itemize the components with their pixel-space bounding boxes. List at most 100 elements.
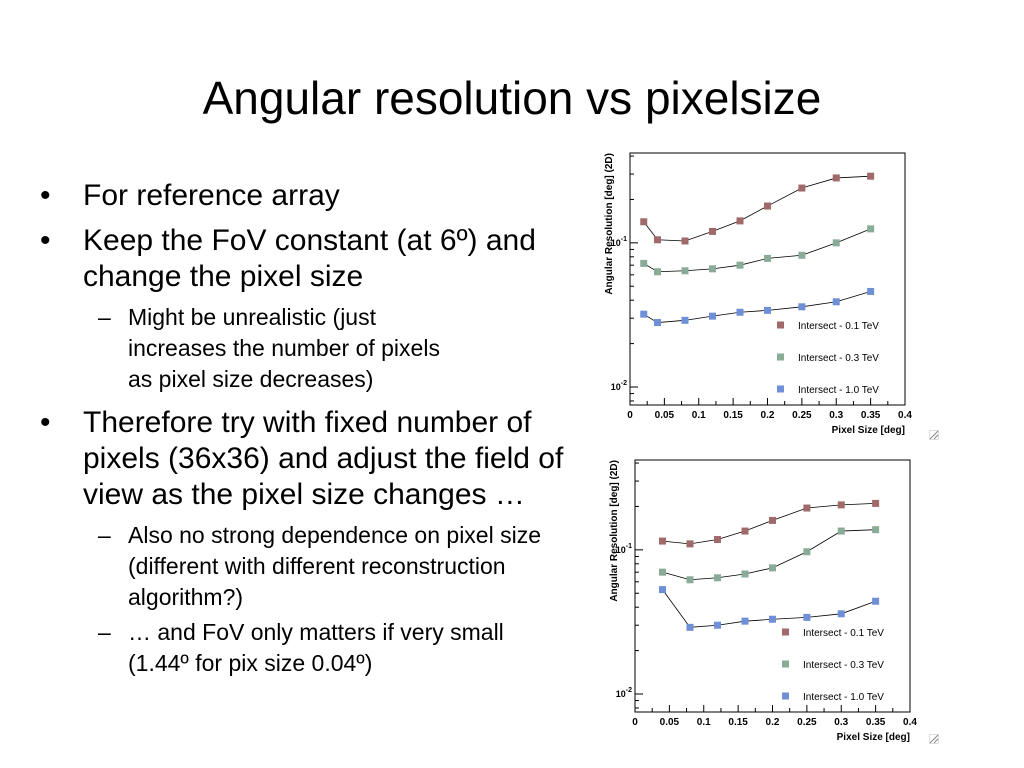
- data-point: [681, 237, 689, 245]
- bullet-marker: •: [40, 179, 51, 212]
- x-tick-label: 0.4: [903, 717, 917, 728]
- legend-marker: [782, 692, 789, 700]
- data-point: [659, 586, 666, 594]
- sub-bullet-item: – Might be unrealistic (just increases t…: [40, 302, 448, 395]
- data-point: [867, 225, 875, 233]
- legend-label: Intersect - 0.3 TeV: [803, 660, 884, 671]
- legend-label: Intersect - 1.0 TeV: [798, 385, 879, 396]
- x-tick-label: 0.3: [829, 410, 843, 421]
- plot-frame: [629, 152, 906, 406]
- sub-bullet-marker: –: [98, 619, 111, 645]
- data-point: [741, 570, 749, 578]
- x-tick-label: 0.25: [797, 717, 817, 728]
- data-point: [798, 251, 806, 259]
- legend-label: Intersect - 0.1 TeV: [803, 628, 884, 639]
- x-axis-title: Pixel Size [deg]: [837, 732, 910, 743]
- x-tick-label: 0.05: [655, 410, 675, 421]
- x-tick-label: 0.1: [697, 717, 711, 728]
- data-point: [640, 310, 648, 318]
- data-point: [837, 527, 845, 535]
- x-tick-label: 0.35: [866, 717, 886, 728]
- angular-resolution-chart-2: 0 0.05 0.1 0.15 0.2 0.25 0.3 0.35 0.410-110-2Pix…: [609, 459, 917, 743]
- data-point: [741, 617, 749, 625]
- data-point: [832, 239, 840, 247]
- sub-bullet-marker: –: [98, 304, 111, 330]
- y-axis-title: Angular Resolution [deg] (2D): [609, 460, 620, 602]
- data-point: [798, 184, 806, 192]
- bullet-list: • For reference array • Keep the FoV con…: [40, 178, 570, 689]
- y-tick-label: 10-2: [611, 380, 627, 392]
- data-point: [867, 287, 875, 295]
- legend-label: Intersect - 0.3 TeV: [798, 353, 879, 364]
- data-point: [686, 623, 694, 631]
- legend-marker: [777, 385, 784, 393]
- bullet-item: • Therefore try with fixed number of pix…: [40, 405, 570, 513]
- data-point: [640, 259, 648, 267]
- data-point: [769, 564, 776, 572]
- x-tick-label: 0.15: [728, 717, 748, 728]
- legend-label: Intersect - 0.1 TeV: [798, 321, 879, 332]
- legend-marker: [777, 321, 784, 329]
- data-point: [798, 303, 806, 311]
- legend-marker: [782, 660, 789, 668]
- data-point: [686, 540, 694, 548]
- data-point: [764, 306, 771, 314]
- x-tick-label: 0.15: [723, 410, 743, 421]
- resize-handle-icon[interactable]: [929, 430, 939, 440]
- data-point: [764, 254, 771, 262]
- plot-frame: [634, 459, 911, 713]
- legend-marker: [782, 628, 789, 636]
- data-point: [709, 312, 716, 320]
- data-point: [714, 574, 721, 582]
- data-point: [736, 308, 744, 316]
- data-point: [832, 298, 840, 306]
- x-tick-label: 0.3: [834, 717, 848, 728]
- data-point: [659, 537, 666, 545]
- data-point: [709, 227, 716, 235]
- data-point: [736, 217, 744, 225]
- bullet-text: Keep the FoV constant (at 6º) and change…: [83, 224, 536, 293]
- data-point: [837, 501, 845, 509]
- y-axis-title: Angular Resolution [deg] (2D): [604, 153, 615, 295]
- sub-bullet-marker: –: [98, 522, 111, 548]
- bullet-text: Therefore try with fixed number of pixel…: [83, 406, 564, 511]
- x-tick-label: 0.05: [660, 717, 680, 728]
- data-point: [832, 174, 840, 182]
- x-axis-title: Pixel Size [deg]: [832, 425, 905, 436]
- data-point: [769, 615, 776, 623]
- legend-marker: [777, 353, 784, 361]
- resize-handle-icon[interactable]: [929, 734, 939, 744]
- data-point: [686, 576, 694, 584]
- x-tick-label: 0.1: [692, 410, 706, 421]
- x-tick-label: 0.2: [766, 717, 780, 728]
- data-point: [681, 267, 689, 275]
- data-point: [640, 218, 648, 226]
- data-point: [837, 610, 845, 618]
- sub-bullet-item: – … and FoV only matters if very small (…: [40, 617, 528, 679]
- series-line: [662, 529, 876, 581]
- data-point: [867, 172, 875, 180]
- data-point: [769, 516, 776, 524]
- x-tick-label: 0.4: [898, 410, 912, 421]
- data-point: [872, 526, 880, 534]
- sub-bullet-text: … and FoV only matters if very small (1.…: [128, 619, 504, 676]
- data-point: [872, 499, 880, 507]
- data-point: [803, 548, 811, 556]
- series-line: [662, 502, 876, 545]
- sub-bullet-text: Might be unrealistic (just increases the…: [128, 304, 440, 392]
- sub-bullet-group: – Might be unrealistic (just increases t…: [40, 302, 570, 395]
- data-point: [659, 568, 666, 576]
- bullet-item: • Keep the FoV constant (at 6º) and chan…: [40, 223, 570, 295]
- x-tick-label: 0: [627, 410, 633, 421]
- data-point: [764, 202, 771, 210]
- data-point: [654, 236, 661, 244]
- data-point: [654, 268, 661, 276]
- data-point: [872, 597, 880, 605]
- bullet-marker: •: [40, 224, 51, 257]
- sub-bullet-text: Also no strong dependence on pixel size …: [128, 522, 542, 610]
- sub-bullet-item: – Also no strong dependence on pixel siz…: [40, 520, 570, 613]
- series-line: [662, 589, 876, 628]
- slide-title: Angular resolution vs pixelsize: [202, 72, 822, 124]
- data-point: [741, 527, 749, 535]
- sub-bullet-group: – Also no strong dependence on pixel siz…: [40, 520, 570, 679]
